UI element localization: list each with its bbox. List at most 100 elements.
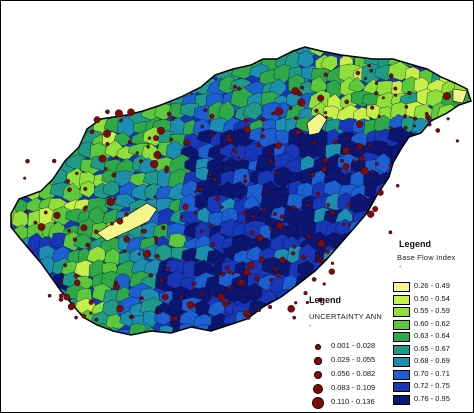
catchment-polygon xyxy=(402,195,428,218)
uncertainty-point xyxy=(269,226,274,231)
uncertainty-point xyxy=(272,267,278,272)
catchment-polygon xyxy=(13,168,34,192)
catchment-polygon xyxy=(51,47,69,59)
uncertainty-point xyxy=(127,108,135,116)
bfi-legend-row: 0.55 - 0.59 xyxy=(393,306,473,317)
uncertainty-point xyxy=(161,293,169,301)
catchment-polygon xyxy=(294,272,319,292)
bfi-legend-label: 0.55 - 0.59 xyxy=(414,306,450,315)
catchment-polygon xyxy=(167,47,182,61)
uncertainty-point xyxy=(153,235,158,240)
catchment-polygon xyxy=(249,315,267,332)
catchment-polygon xyxy=(131,64,149,84)
uncertainty-point xyxy=(139,296,144,301)
uncertainty-point xyxy=(215,196,220,202)
catchment-polygon xyxy=(13,117,31,133)
catchment-polygon xyxy=(401,47,424,57)
uncertainty-point xyxy=(102,129,112,138)
catchment-polygon xyxy=(443,171,465,190)
catchment-polygon xyxy=(416,207,438,227)
bfi-legend-label: 0.50 - 0.54 xyxy=(414,293,450,303)
catchment-polygon xyxy=(467,258,471,278)
catchment-polygon xyxy=(443,260,461,279)
catchment-polygon xyxy=(25,297,42,317)
catchment-polygon xyxy=(72,101,94,122)
uncertainty-point xyxy=(94,317,99,322)
catchment-polygon xyxy=(11,144,22,159)
uncertainty-point xyxy=(105,141,110,147)
uncertainty-point xyxy=(446,117,450,121)
catchment-polygon xyxy=(26,103,50,123)
uncertainty-point xyxy=(374,161,379,166)
uncertainty-point xyxy=(123,235,131,243)
uncertainty-legend-label: 0.001 - 0.028 xyxy=(331,341,376,350)
uncertainty-point xyxy=(243,310,251,318)
catchment-polygon xyxy=(232,47,255,57)
catchment-polygon xyxy=(11,117,22,139)
uncertainty-point xyxy=(113,197,117,201)
catchment-polygon xyxy=(418,221,438,237)
uncertainty-point xyxy=(191,281,197,286)
uncertainty-point xyxy=(260,134,266,139)
catchment-polygon xyxy=(390,47,413,57)
catchment-polygon xyxy=(246,47,263,61)
catchment-polygon xyxy=(376,218,400,234)
catchment-polygon xyxy=(62,52,83,72)
bfi-legend-swatch xyxy=(393,357,410,367)
uncertainty-point xyxy=(186,301,195,309)
catchment-polygon xyxy=(387,197,409,219)
uncertainty-point xyxy=(220,205,224,209)
catchment-polygon xyxy=(428,234,449,253)
uncertainty-point xyxy=(250,230,255,235)
catchment-polygon xyxy=(37,322,59,335)
uncertainty-legend-title: Legend xyxy=(309,295,342,305)
uncertainty-point xyxy=(143,249,152,258)
uncertainty-point xyxy=(377,189,384,196)
uncertainty-point xyxy=(347,223,352,227)
catchment-polygon xyxy=(78,52,98,74)
catchment-polygon xyxy=(276,301,293,325)
catchment-polygon xyxy=(167,53,187,73)
bfi-legend-label: 0.68 - 0.69 xyxy=(414,356,450,365)
catchment-polygon xyxy=(439,118,461,135)
catchment-polygon xyxy=(11,276,29,295)
catchment-polygon xyxy=(49,106,70,128)
bfi-legend-swatch xyxy=(393,294,410,305)
catchment-polygon xyxy=(362,247,383,263)
catchment-polygon xyxy=(417,154,438,172)
catchment-polygon xyxy=(66,102,89,122)
catchment-polygon xyxy=(130,55,149,72)
catchment-polygon xyxy=(377,211,396,232)
catchment-polygon xyxy=(268,338,286,356)
uncertainty-point xyxy=(43,210,48,215)
catchment-polygon xyxy=(29,91,46,110)
catchment-polygon xyxy=(26,339,44,353)
catchment-polygon xyxy=(47,62,71,79)
catchment-polygon xyxy=(429,47,453,56)
bfi-legend-label: 0.63 - 0.64 xyxy=(414,331,450,340)
catchment-polygon xyxy=(60,311,83,332)
uncertainty-point xyxy=(116,304,124,313)
uncertainty-point xyxy=(412,116,418,121)
catchment-polygon xyxy=(35,311,61,332)
catchment-polygon xyxy=(193,52,211,72)
bfi-legend-row: 0.50 - 0.54 xyxy=(393,293,473,305)
catchment-polygon xyxy=(48,321,69,335)
uncertainty-point xyxy=(262,207,267,212)
uncertainty-point xyxy=(260,128,265,132)
catchment-polygon xyxy=(400,222,419,238)
catchment-polygon xyxy=(416,47,434,59)
catchment-polygon xyxy=(425,143,451,163)
uncertainty-point xyxy=(227,300,231,304)
catchment-polygon xyxy=(63,65,84,83)
uncertainty-point xyxy=(367,142,372,147)
catchment-polygon xyxy=(256,341,276,357)
uncertainty-legend-label: 0.110 - 0.136 xyxy=(331,397,375,406)
catchment-polygon xyxy=(468,47,471,56)
uncertainty-point xyxy=(166,266,171,271)
uncertainty-point xyxy=(127,139,132,145)
uncertainty-point xyxy=(123,249,127,253)
uncertainty-point xyxy=(271,112,275,116)
catchment-polygon xyxy=(77,94,99,112)
uncertainty-point xyxy=(231,272,235,276)
